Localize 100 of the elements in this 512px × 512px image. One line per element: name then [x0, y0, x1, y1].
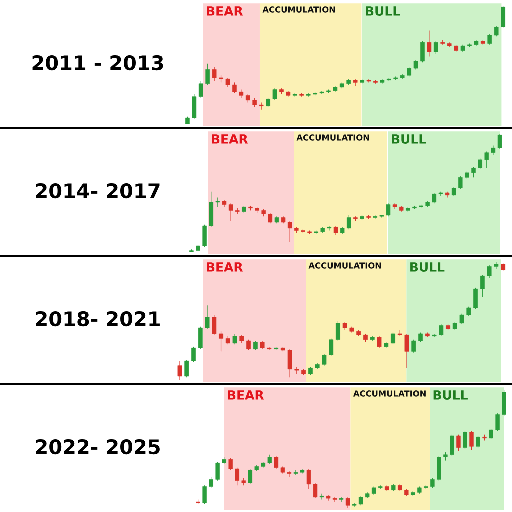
candlestick — [391, 332, 396, 345]
candlestick — [294, 366, 300, 374]
candlestick — [252, 98, 258, 108]
candlestick — [198, 326, 203, 350]
candlestick — [470, 431, 474, 450]
candlestick — [491, 145, 496, 156]
candlestick — [358, 496, 364, 506]
annotation: BEAR — [228, 390, 264, 400]
candlestick — [267, 346, 272, 351]
candlestick — [438, 192, 444, 197]
candlestick — [412, 340, 416, 354]
annotation: BULL — [434, 390, 468, 400]
candlestick — [322, 354, 327, 366]
candlestick — [266, 98, 270, 108]
annotation: BEAR — [207, 262, 244, 272]
candlestick — [246, 340, 251, 351]
candlestick — [439, 324, 444, 337]
candlestick — [248, 468, 252, 485]
candlestick — [336, 320, 340, 342]
candlestick — [232, 334, 238, 345]
candlestick — [228, 203, 234, 222]
candlestick — [288, 221, 292, 243]
candlestick — [274, 456, 279, 470]
candlestick — [489, 428, 494, 440]
candlestick — [496, 413, 500, 432]
candlestick — [272, 88, 278, 101]
candlestick — [216, 197, 220, 208]
candlestick — [427, 30, 432, 58]
text: 2022- 2025 — [36, 439, 160, 455]
candlestick — [209, 192, 214, 228]
candlestick — [430, 478, 435, 488]
candlestick — [418, 332, 423, 343]
candlestick — [259, 102, 264, 110]
candlestick — [377, 336, 382, 348]
candlestick — [494, 26, 499, 37]
candlestick — [450, 434, 454, 456]
candlestick — [209, 477, 214, 488]
candlestick — [476, 436, 480, 448]
candlestick — [334, 226, 338, 236]
candlestick — [219, 331, 224, 352]
candlestick — [202, 224, 207, 248]
candlestick — [452, 186, 456, 197]
candlestick — [480, 274, 485, 298]
candlestick — [347, 215, 352, 230]
candlestick — [478, 158, 482, 170]
candlestick — [268, 454, 272, 465]
annotation: BEAR — [212, 134, 248, 144]
candlestick — [463, 431, 468, 450]
candlestick — [253, 340, 258, 351]
candlestick — [502, 390, 506, 416]
candlestick — [327, 226, 332, 232]
candlestick — [386, 203, 391, 217]
text: 2011 - 2013 — [32, 55, 164, 71]
candlestick — [202, 485, 207, 505]
candlestick — [437, 456, 442, 482]
annotation: BULL — [392, 134, 426, 144]
candlestick — [498, 134, 502, 150]
annotation: BULL — [410, 262, 445, 272]
candlestick — [432, 192, 437, 204]
candlestick — [501, 6, 506, 29]
candlestick — [205, 305, 210, 330]
candlestick — [472, 166, 476, 178]
candlestick — [235, 468, 240, 486]
candlestick — [404, 334, 410, 368]
candlestick — [466, 306, 472, 317]
candlestick — [212, 67, 217, 82]
candlestick — [346, 497, 350, 508]
annotation: ACCUMULATION — [308, 262, 382, 269]
candlestick — [268, 212, 273, 224]
candlestick — [228, 458, 233, 471]
text: 2014- 2017 — [36, 183, 160, 199]
candlestick — [488, 34, 492, 46]
annotation: ACCUMULATION — [262, 6, 336, 13]
candlestick — [474, 288, 478, 310]
text: 2018- 2021 — [36, 311, 160, 327]
candlestick — [420, 41, 425, 63]
candlestick — [198, 81, 204, 98]
candlestick — [192, 346, 196, 363]
annotation: BEAR — [207, 6, 244, 16]
annotation: ACCUMULATION — [296, 134, 370, 141]
candlestick — [287, 471, 292, 478]
candlestick — [407, 67, 412, 78]
candlestick — [339, 497, 344, 502]
candlestick — [212, 314, 217, 336]
candlestick — [294, 470, 298, 476]
candlestick — [320, 494, 324, 500]
candlestick — [484, 151, 489, 169]
candlestick — [216, 462, 220, 482]
annotation: BULL — [366, 6, 400, 16]
candlestick — [460, 314, 464, 325]
candlestick — [178, 360, 182, 380]
candlestick — [353, 78, 358, 87]
candlestick — [487, 265, 492, 279]
candlestick — [206, 64, 210, 86]
candlestick — [184, 360, 190, 378]
annotation: ACCUMULATION — [353, 390, 426, 397]
candlestick — [456, 434, 461, 452]
candlestick — [414, 60, 418, 70]
candlestick — [434, 41, 438, 55]
candlestick — [458, 176, 463, 190]
